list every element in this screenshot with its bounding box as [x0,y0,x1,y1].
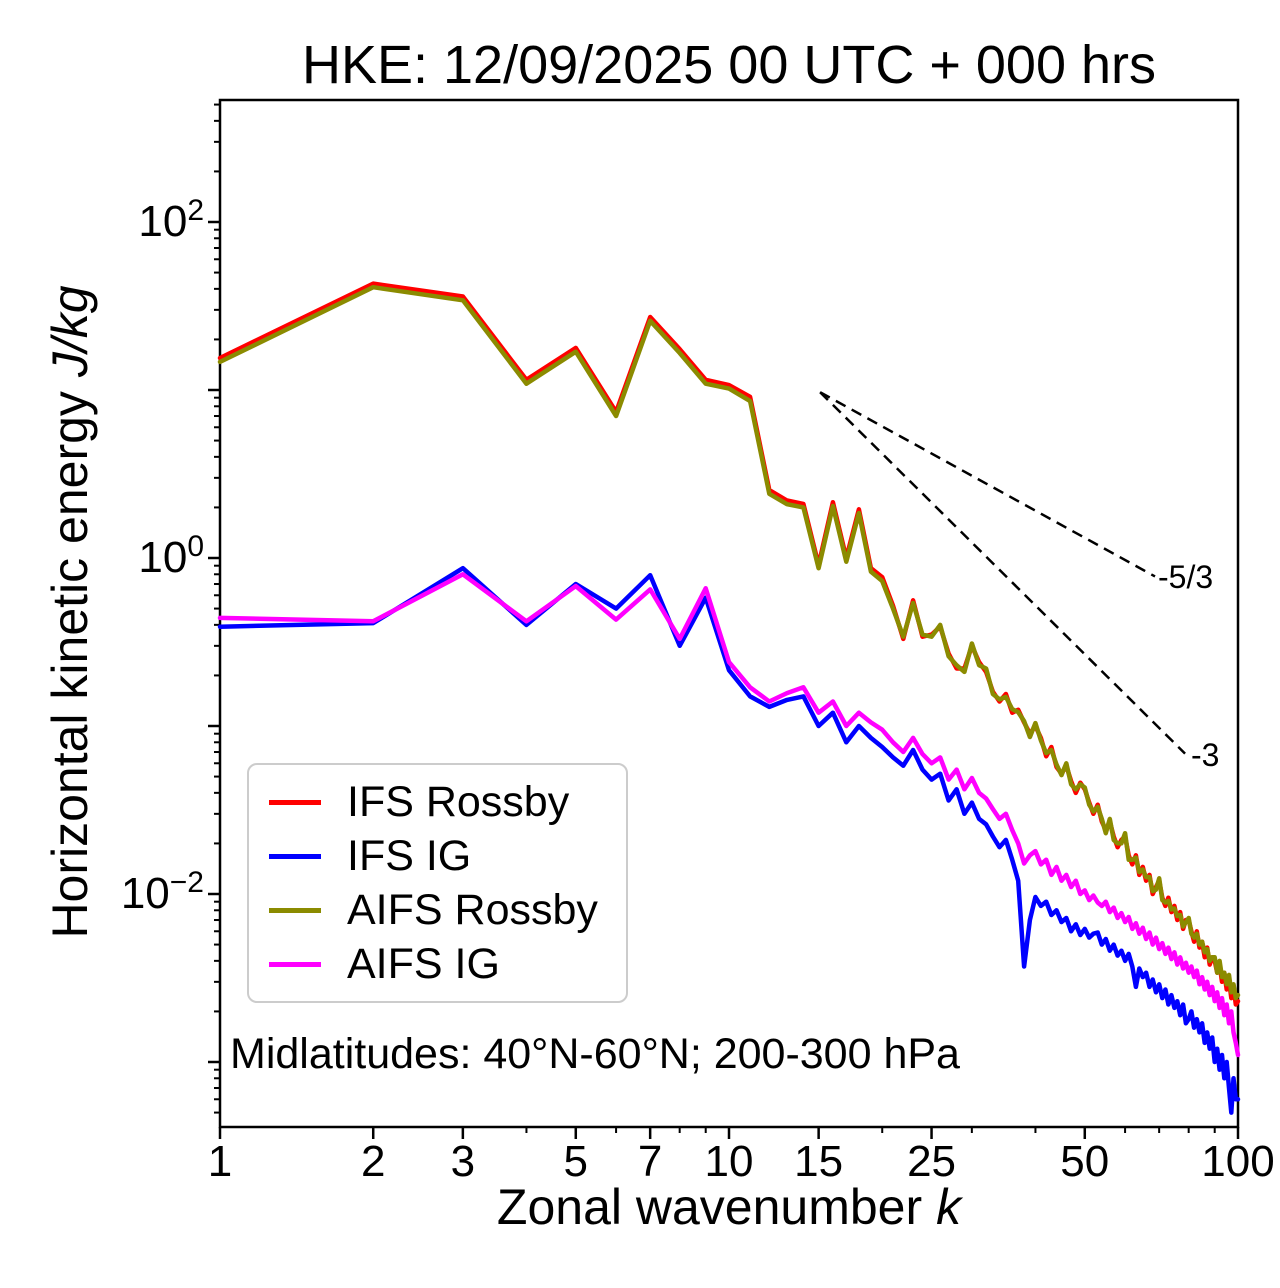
series-line-ifs-ig [217,565,1241,1115]
reference-slope-line-3 [819,391,1186,755]
x-tick-label: 15 [794,1137,844,1186]
x-tick-label: 100 [1201,1137,1275,1186]
legend-item-aifs-rossby: AIFS Rossby [269,885,626,935]
legend-item-ifs-ig: IFS IG [269,831,626,881]
legend-item-aifs-ig: AIFS IG [269,939,626,989]
y-tick-label: 100 [138,529,204,582]
x-tick-label: 25 [907,1137,957,1186]
x-tick-label: 50 [1060,1137,1110,1186]
y-axis-label-text: Horizontal kinetic energy [42,391,98,939]
legend: IFS Rossby IFS IG AIFS Rossby AIFS IG [247,763,628,1003]
legend-swatch-aifs-rossby [269,907,321,913]
x-axis-label-text: Zonal wavenumber [496,1179,923,1235]
slope-label-three: -3 [1191,737,1220,773]
reference-slope-line-53 [819,391,1156,578]
x-tick-label: 1 [207,1137,233,1186]
legend-label-ifs-rossby: IFS Rossby [347,777,570,826]
legend-label-ifs-ig: IFS IG [347,831,472,880]
x-tick-label: 5 [563,1137,589,1186]
legend-swatch-ifs-rossby [269,799,321,805]
legend-label-aifs-rossby: AIFS Rossby [347,885,598,934]
chart-title: HKE: 12/09/2025 00 UTC + 000 hrs [301,35,1156,95]
series-line-aifs-rossby [217,284,1241,1001]
slope-label-five-thirds: -5/3 [1158,559,1214,595]
y-tick-label: 102 [138,193,204,246]
x-tick-label: 10 [704,1137,754,1186]
x-tick-label: 3 [450,1137,476,1186]
legend-label-aifs-ig: AIFS IG [347,939,500,988]
x-tick-label: 7 [637,1137,663,1186]
y-tick-label: 10−2 [120,865,204,918]
series-line-aifs-ig [217,572,1241,1058]
x-tick-label: 2 [360,1137,386,1186]
legend-swatch-ifs-ig [269,853,321,859]
y-axis-label-units: J/kg [42,285,98,378]
x-axis-label-var: k [936,1179,962,1235]
y-axis-label: Horizontal kinetic energy J/kg [41,285,99,938]
region-annotation: Midlatitudes: 40°N-60°N; 200-300 hPa [230,1030,960,1078]
legend-item-ifs-rossby: IFS Rossby [269,777,626,827]
x-axis-label: Zonal wavenumber k [220,1178,1238,1236]
legend-swatch-aifs-ig [269,961,321,967]
